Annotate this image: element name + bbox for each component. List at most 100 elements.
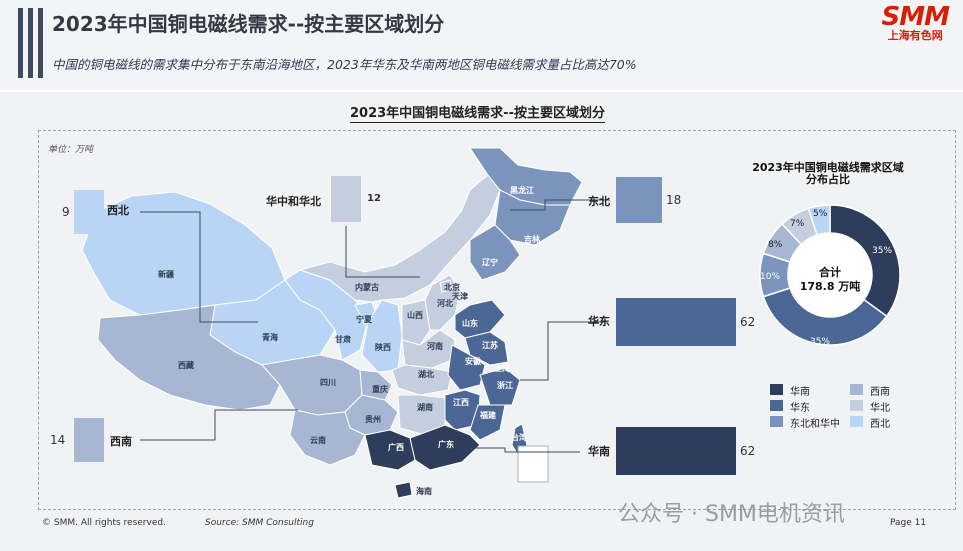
province-anhui — [447, 344, 486, 391]
region-label: 东北 — [588, 195, 610, 208]
province-label: 贵州 — [365, 414, 381, 424]
legend-swatch — [770, 384, 783, 395]
region-value: 18 — [666, 193, 682, 207]
province-fujian — [469, 404, 506, 441]
province-label: 福建 — [479, 410, 497, 420]
province-label: 海南 — [416, 486, 432, 496]
legend-label: 西南 — [870, 387, 890, 398]
region-value: 12 — [367, 193, 381, 204]
leader-line — [520, 321, 605, 381]
province-label: 重庆 — [372, 384, 388, 394]
callout-bar-xibei — [74, 190, 104, 234]
legend-label: 东北和华中 — [790, 419, 840, 430]
province-yunnan — [289, 409, 366, 466]
province-label: 天津 — [452, 291, 468, 301]
province-label: 陕西 — [375, 342, 391, 352]
legend-label: 华东 — [790, 403, 810, 414]
donut-title: 2023年中国铜电磁线需求区域分布占比 — [752, 161, 904, 186]
leader-line — [140, 211, 258, 323]
logo-sub-text: 上海有色网 — [887, 29, 943, 42]
province-label: 四川 — [320, 378, 336, 387]
callout-bar-dongbei — [616, 177, 662, 223]
province-label: 黑龙江 — [510, 185, 534, 195]
province-neimenggu — [298, 174, 501, 303]
region-value: 62 — [740, 315, 756, 329]
province-label: 上海 — [494, 363, 510, 373]
region-value: 62 — [740, 444, 756, 458]
copyright-text: © SMM. All rights reserved. — [42, 518, 166, 528]
province-label: 江苏 — [482, 340, 498, 350]
province-label: 湖北 — [418, 369, 434, 379]
leader-line — [510, 199, 610, 211]
donut-center-value: 178.8 万吨 — [799, 280, 861, 293]
region-dongbei — [469, 147, 583, 281]
region-huadong — [444, 299, 528, 456]
slice-label: 8% — [768, 240, 783, 250]
leader-line — [345, 226, 420, 278]
province-label: 山西 — [407, 310, 423, 320]
province-label: 江西 — [453, 397, 469, 407]
legend-swatch — [850, 400, 863, 411]
province-beijing — [439, 279, 453, 293]
page-number: Page 11 — [890, 518, 927, 528]
source-text: Source: SMM Consulting — [205, 518, 314, 528]
legend-label: 华北 — [870, 403, 890, 414]
region-value: 14 — [50, 433, 66, 447]
province-labels: 新疆 西藏 青海 甘肃 宁夏 内蒙古 陕西 山西 河北 北京 天津 黑龙江 吉林… — [158, 185, 540, 496]
leader-line — [140, 409, 298, 441]
wechat-watermark: 公众号 · SMM电机资讯 — [618, 502, 845, 527]
province-heilongjiang — [469, 147, 583, 206]
page-subtitle: 中国的铜电磁线的需求集中分布于东南沿海地区，2023年华东及华南两地区铜电磁线需… — [52, 57, 637, 72]
region-xinan — [97, 304, 399, 466]
map-title: 2023年中国铜电磁线需求--按主要区域划分 — [350, 102, 605, 123]
province-label: 河南 — [427, 341, 443, 351]
province-label: 云南 — [310, 435, 326, 445]
province-label: 西藏 — [178, 360, 194, 370]
region-label: 华中和华北 — [266, 195, 321, 208]
province-label: 浙江 — [497, 380, 513, 390]
province-label: 甘肃 — [335, 334, 351, 344]
slice-label: 5% — [813, 209, 828, 219]
donut-hole — [788, 233, 872, 317]
unit-label: 单位：万吨 — [48, 145, 94, 155]
province-label: 河北 — [437, 298, 453, 308]
province-label: 辽宁 — [482, 257, 498, 267]
slice-label: 7% — [790, 219, 805, 229]
page-title: 2023年中国铜电磁线需求--按主要区域划分 — [52, 12, 445, 36]
title-accent-bar — [18, 8, 23, 78]
legend-swatch — [770, 416, 783, 427]
legend-swatch — [770, 400, 783, 411]
province-label: 北京 — [444, 282, 460, 292]
slice-label: 35% — [872, 246, 893, 256]
region-label: 华南 — [588, 445, 610, 458]
region-label: 华东 — [588, 315, 610, 328]
province-hubei — [391, 364, 453, 396]
province-shanxi — [401, 299, 431, 346]
province-label: 宁夏 — [356, 314, 373, 324]
donut-center-label: 合计 — [819, 266, 841, 279]
smm-logo: SMM 上海有色网 — [881, 2, 950, 42]
region-xibei — [81, 191, 403, 373]
province-zhejiang — [479, 367, 521, 406]
logo-main-text: SMM — [881, 2, 950, 32]
province-label: 广东 — [438, 439, 454, 449]
province-shaanxi — [361, 299, 403, 373]
legend-label: 西北 — [870, 419, 890, 430]
callout-bar-huanan — [616, 427, 736, 475]
title-accent-bar — [28, 8, 33, 78]
slice-label: 10% — [760, 272, 781, 282]
province-guangdong — [409, 424, 481, 471]
region-huanan — [364, 424, 481, 499]
province-xizang — [97, 304, 281, 411]
province-hainan — [394, 481, 413, 499]
header-band — [0, 0, 963, 90]
legend-swatch — [850, 416, 863, 427]
slice-label: 35% — [810, 337, 831, 347]
callout-bar-huadong — [616, 298, 736, 346]
leader-lines — [140, 199, 610, 453]
legend-label: 华南 — [790, 387, 810, 398]
province-label: 新疆 — [158, 269, 174, 279]
region-label: 西南 — [110, 435, 132, 448]
